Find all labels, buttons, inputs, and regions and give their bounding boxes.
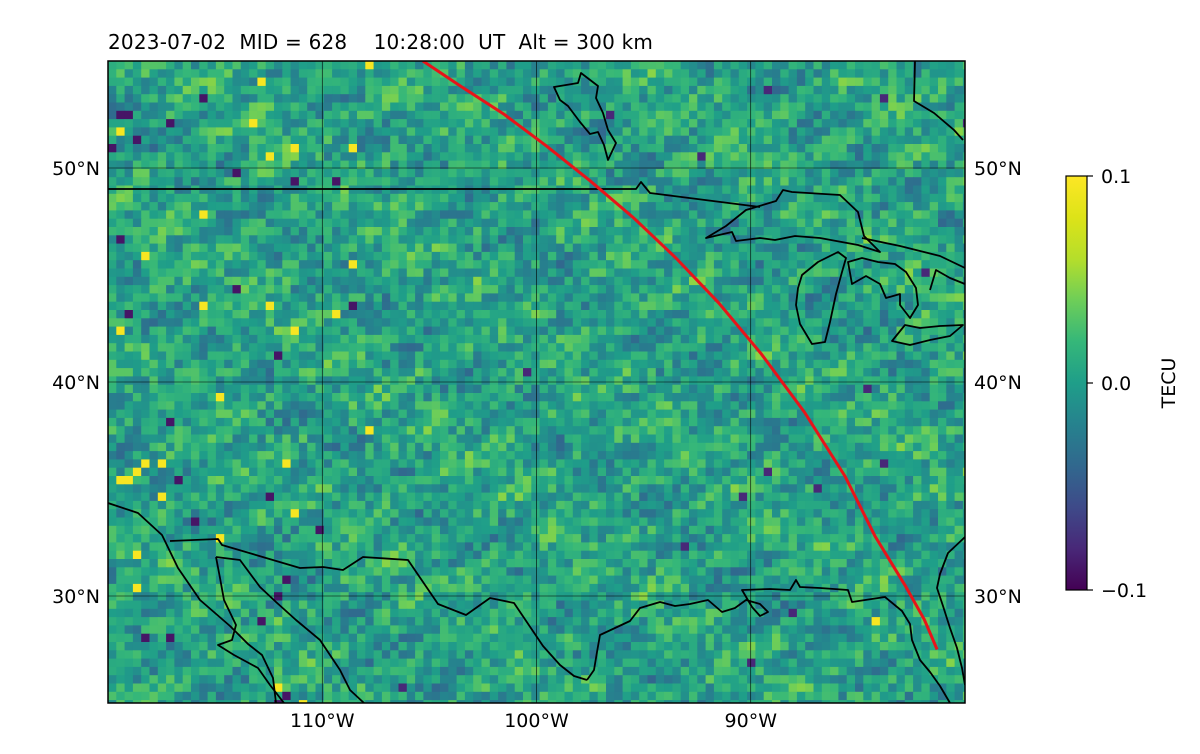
colorbar-tick-label: 0.1 (1101, 166, 1131, 188)
lon-label: 110°W (290, 710, 355, 732)
lat-labels-left: 50°N 40°N 30°N (52, 158, 100, 608)
lon-label: 100°W (504, 710, 569, 732)
plot-title: 2023-07-02 MID = 628 10:28:00 UT Alt = 3… (108, 30, 653, 54)
colorbar-label: TECU (1158, 358, 1180, 410)
lat-label-right: 50°N (974, 158, 1022, 180)
lon-labels-bottom: 110°W 100°W 90°W (290, 710, 777, 732)
lat-label-left: 50°N (52, 158, 100, 180)
map-area (108, 61, 972, 709)
colorbar-tick-label: 0.0 (1101, 373, 1131, 395)
colorbar-tick-label: −0.1 (1101, 580, 1147, 602)
lat-label-right: 30°N (974, 586, 1022, 608)
tec-map-field (108, 61, 972, 709)
lat-label-right: 40°N (974, 372, 1022, 394)
colorbar-gradient (1066, 176, 1087, 590)
lat-labels-right: 50°N 40°N 30°N (974, 158, 1022, 608)
colorbar-ticks: 0.1 0.0 −0.1 (1087, 166, 1147, 602)
lon-label: 90°W (725, 710, 778, 732)
lat-label-left: 40°N (52, 372, 100, 394)
lat-label-left: 30°N (52, 586, 100, 608)
colorbar: 0.1 0.0 −0.1 TECU (1066, 166, 1180, 602)
